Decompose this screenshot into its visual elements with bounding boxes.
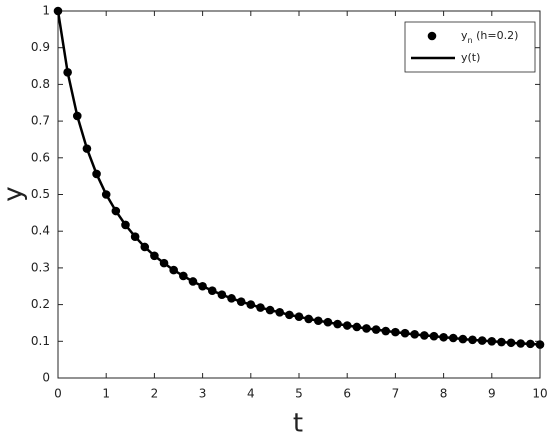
x-tick-label: 4 — [247, 387, 255, 401]
y-tick-label: 0.9 — [31, 40, 50, 54]
x-tick-label: 9 — [488, 387, 496, 401]
x-tick-label: 7 — [392, 387, 400, 401]
y-axis-label: y — [0, 186, 29, 201]
y-tick-label: 0.4 — [31, 224, 50, 238]
y-tick-label: 0.5 — [31, 187, 50, 201]
x-tick-label: 6 — [343, 387, 351, 401]
legend-box — [404, 21, 536, 73]
x-tick-label: 1 — [102, 387, 110, 401]
y-tick-label: 0.6 — [31, 150, 50, 164]
legend-label: yn (h=0.2) — [461, 29, 518, 45]
line — [56, 10, 541, 346]
y-tick-label: 0.8 — [31, 77, 50, 91]
x-tick-label: 10 — [532, 387, 547, 401]
legend-marker — [427, 31, 437, 41]
x-tick-label: 8 — [440, 387, 448, 401]
x-tick-label: 5 — [295, 387, 303, 401]
y-tick-label: 0.7 — [31, 114, 50, 128]
y-tick-label: 0 — [42, 371, 50, 385]
legend-label: y(t) — [461, 51, 480, 64]
x-tick-label: 2 — [151, 387, 159, 401]
x-axis-label: t — [293, 409, 303, 439]
point — [535, 340, 545, 349]
x-tick-label: 3 — [199, 387, 207, 401]
y-tick-label: 0.1 — [31, 334, 50, 348]
x-tick-label: 0 — [54, 387, 62, 401]
y-tick-label: 0.2 — [31, 297, 50, 311]
y-tick-label: 1 — [42, 4, 50, 18]
y-tick-label: 0.3 — [31, 260, 50, 274]
